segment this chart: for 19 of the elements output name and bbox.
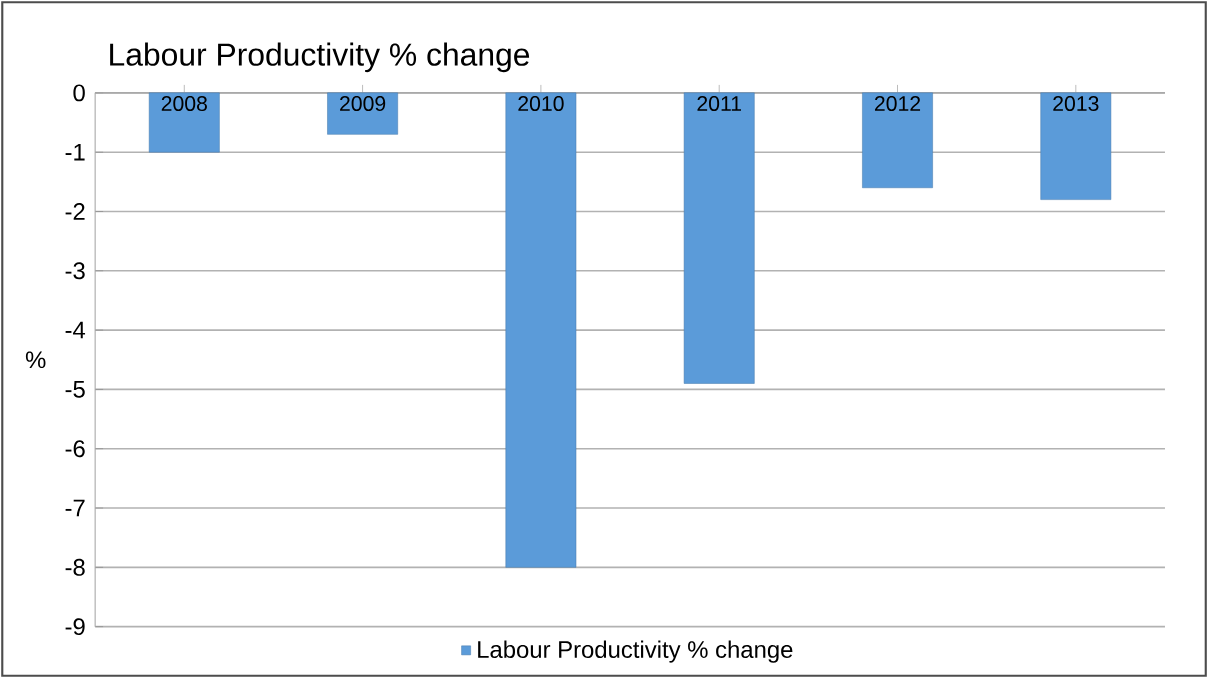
x-tick-label: 2009 <box>340 96 386 112</box>
y-axis-title: % <box>25 351 46 369</box>
y-tick-label: -7 <box>65 499 85 517</box>
y-tick-label: 0 <box>73 84 85 102</box>
chart-title: Labour Productivity % change <box>110 42 530 73</box>
y-tick-label: -2 <box>65 203 85 220</box>
x-tick-label: 2013 <box>1053 96 1099 112</box>
x-tick-label: 2012 <box>874 96 921 112</box>
y-tick-label: -1 <box>65 143 85 161</box>
y-tick-label: -4 <box>65 321 86 339</box>
x-tick-label: 2011 <box>697 96 741 112</box>
y-tick-label: -9 <box>65 618 85 636</box>
x-tick-label: 2010 <box>518 96 564 112</box>
legend-label: Labour Productivity % change <box>478 640 793 663</box>
y-tick-label: -5 <box>65 381 85 398</box>
y-tick-label: -8 <box>65 558 85 576</box>
x-tick-label: 2008 <box>161 96 207 112</box>
y-tick-label: -3 <box>65 262 85 280</box>
y-tick-label: -6 <box>65 440 85 458</box>
